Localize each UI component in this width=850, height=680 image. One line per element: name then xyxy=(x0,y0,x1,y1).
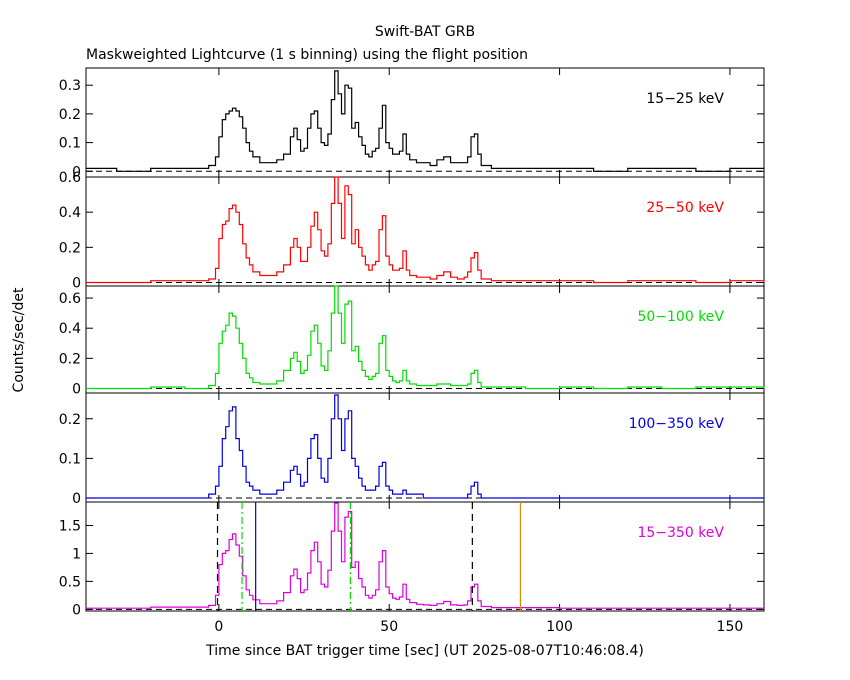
panel-2: 0 0.2 0.4 0.6 25−50 keV xyxy=(59,170,765,291)
chart-title: Swift-BAT GRB xyxy=(375,24,475,40)
lightcurve-series xyxy=(86,285,765,390)
y-tick-label: 0.5 xyxy=(59,574,81,590)
panel-frame xyxy=(85,392,765,503)
panel-3: 0 0.2 0.4 0.6 50−100 keV xyxy=(59,285,765,397)
panel-frame xyxy=(85,176,765,287)
y-axis-label: Counts/sec/det xyxy=(11,287,27,392)
band-label: 25−50 keV xyxy=(646,200,724,216)
panel-1: 0 0.1 0.2 0.3 15−25 keV xyxy=(59,67,765,180)
x-tick-label: 150 xyxy=(717,619,744,635)
y-tick-label: 0 xyxy=(72,381,81,397)
lightcurve-series xyxy=(86,394,764,499)
y-tick-label: 0.6 xyxy=(59,291,81,307)
band-label: 15−350 keV xyxy=(637,525,724,541)
y-tick-label: 0.3 xyxy=(59,78,81,94)
band-label: 50−100 keV xyxy=(637,309,724,325)
lightcurve-series xyxy=(86,176,765,284)
panel-4: 0 0.1 0.2 100−350 keV xyxy=(59,392,765,507)
x-tick-label: 0 xyxy=(214,619,223,635)
lightcurve-series xyxy=(86,502,764,609)
panel-frame xyxy=(85,501,765,612)
panel-frame xyxy=(85,285,765,394)
band-label: 100−350 keV xyxy=(629,416,725,432)
y-tick-label: 0.4 xyxy=(59,321,81,337)
y-tick-label: 0.4 xyxy=(59,205,81,221)
y-tick-label: 0 xyxy=(72,275,81,291)
band-label: 15−25 keV xyxy=(646,91,724,107)
y-tick-label: 1 xyxy=(72,546,81,562)
x-tick-label: 100 xyxy=(546,619,573,635)
x-axis-label: Time since BAT trigger time [sec] (UT 20… xyxy=(205,643,644,659)
y-tick-label: 0.1 xyxy=(59,451,81,467)
chart-subtitle: Maskweighted Lightcurve (1 s binning) us… xyxy=(86,47,528,63)
y-tick-label: 0.2 xyxy=(59,351,81,367)
x-tick-label: 50 xyxy=(380,619,398,635)
y-tick-label: 0.6 xyxy=(59,170,81,186)
y-tick-label: 0.2 xyxy=(59,240,81,256)
y-tick-label: 0.2 xyxy=(59,107,81,123)
y-tick-label: 0 xyxy=(72,491,81,507)
panel-frame xyxy=(85,67,765,178)
y-tick-label: 0 xyxy=(72,164,81,180)
y-tick-label: 0 xyxy=(72,602,81,618)
y-tick-label: 1.5 xyxy=(59,518,81,534)
y-tick-label: 0.2 xyxy=(59,412,81,428)
lightcurve-series xyxy=(86,70,764,172)
panel-5: 0 0.5 1 1.5 15−350 keV 0 50 100 150 xyxy=(59,501,765,635)
y-tick-label: 0.1 xyxy=(59,136,81,152)
